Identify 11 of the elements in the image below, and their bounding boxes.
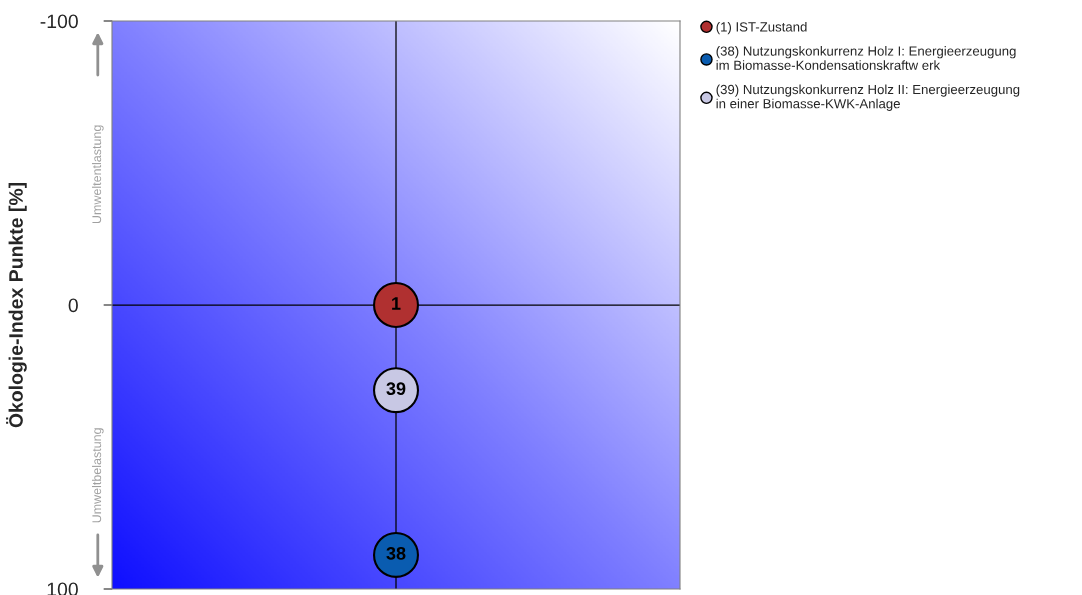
- text: Umweltbelastung: [91, 428, 104, 523]
- annotation: 1: [392, 297, 401, 310]
- legend-label: (1) IST-Zustand: [716, 21, 807, 35]
- annotation: 38: [386, 546, 406, 560]
- legend-label: (39) Nutzungskonkurrenz Holz II: Energieerzeugung in einer Biomasse-KWK-Anlage: [716, 84, 1020, 111]
- annotation: 39: [386, 382, 406, 396]
- legend-label: (38) Nutzungskonkurrenz Holz I: Energieerzeugung im Biomasse-Kondensationskraftw erk: [716, 46, 1016, 70]
- text: Umweltentlastung: [91, 125, 104, 224]
- y-tick-label: 0: [68, 298, 78, 313]
- y-tick-label: -100: [40, 14, 78, 29]
- y-axis-title: Ökologie-Index Punkte [%]: [6, 182, 27, 428]
